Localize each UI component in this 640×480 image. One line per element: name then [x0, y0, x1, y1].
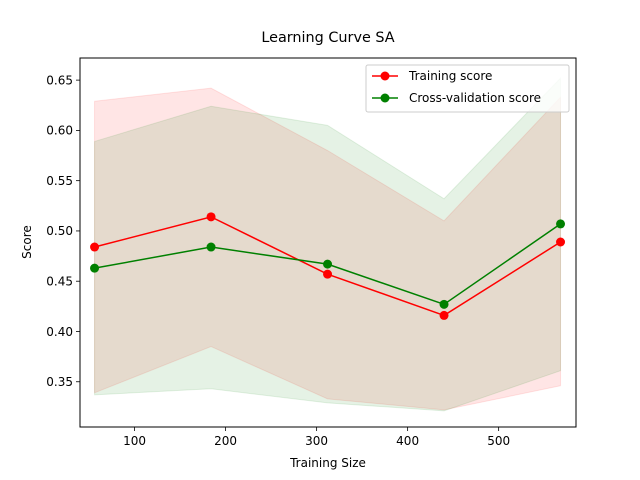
y-tick-label: 0.40	[46, 325, 73, 339]
point-cross-validation	[439, 299, 449, 309]
legend-marker-cv	[380, 93, 390, 103]
y-tick-label: 0.35	[46, 375, 73, 389]
x-tick-label: 400	[396, 434, 419, 448]
band-cross-validation	[94, 76, 562, 412]
y-axis-label: Score	[20, 225, 34, 259]
y-tick-label: 0.50	[46, 224, 73, 238]
y-axis-ticks: 0.35 0.40 0.45 0.50 0.55 0.60 0.65	[46, 73, 80, 389]
point-cross-validation	[556, 219, 566, 229]
point-cross-validation	[90, 263, 100, 273]
legend-box	[365, 64, 570, 113]
plot-frame	[79, 57, 577, 428]
chart-title: Learning Curve SA	[261, 30, 394, 46]
point-training	[556, 237, 566, 247]
legend-label-cv: Cross-validation score	[409, 91, 541, 105]
legend: Training score Cross-validation score	[365, 64, 570, 113]
band-training	[94, 87, 562, 411]
y-tick-label: 0.60	[46, 124, 73, 138]
x-tick-label: 500	[487, 434, 510, 448]
y-tick-label: 0.45	[46, 275, 73, 289]
y-tick-label: 0.65	[46, 73, 73, 87]
legend-marker-training	[380, 71, 390, 81]
x-axis-ticks: 100 200 300 400 500	[123, 427, 510, 448]
point-cross-validation	[323, 259, 333, 269]
point-cross-validation	[206, 242, 216, 252]
confidence-bands	[94, 76, 562, 412]
point-training	[206, 212, 216, 222]
y-tick-label: 0.55	[46, 174, 73, 188]
x-tick-label: 200	[214, 434, 237, 448]
point-training	[323, 269, 333, 279]
point-training	[90, 242, 100, 252]
legend-label-training: Training score	[408, 69, 492, 83]
x-tick-label: 100	[123, 434, 146, 448]
x-axis-label: Training Size	[289, 456, 366, 470]
point-training	[439, 310, 449, 320]
series-markers	[90, 212, 566, 320]
x-tick-label: 300	[305, 434, 328, 448]
